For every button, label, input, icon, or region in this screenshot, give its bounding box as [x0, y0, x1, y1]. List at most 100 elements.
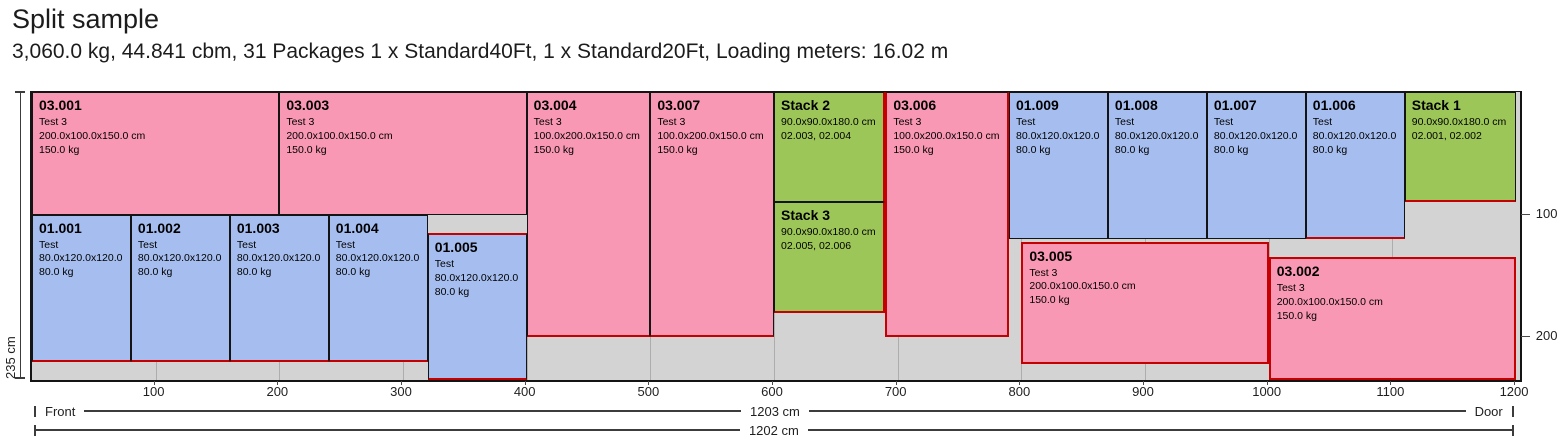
front-label: Front — [45, 403, 76, 419]
x-axis-tick — [401, 380, 402, 385]
box-detail-line: 80.0 kg — [236, 266, 272, 279]
package-box-01.009[interactable]: 01.009 Test 80.0x120.0x120.0 80.0 kg — [1008, 92, 1108, 240]
box-detail-line: 02.005, 02.006 — [781, 240, 852, 253]
box-detail-line: 90.0x90.0x180.0 cm — [781, 226, 876, 239]
package-box-03.005[interactable]: 03.005 Test 3 200.0x100.0x150.0 cm 150.0 kg — [1021, 241, 1269, 365]
box-detail-line: 80.0x120.0x120.0 — [39, 252, 123, 265]
stack-box-stack-3[interactable]: Stack 3 90.0x90.0x180.0 cm 02.005, 02.006 — [774, 202, 886, 313]
box-id-label: 03.002 — [1276, 263, 1320, 280]
package-box-03.002[interactable]: 03.002 Test 3 200.0x100.0x150.0 cm 150.0 kg — [1268, 257, 1517, 380]
x-axis-tick — [895, 380, 897, 385]
container-length-dimension: Front 1203 cm Door — [34, 403, 1514, 419]
dimension-line — [84, 410, 742, 412]
box-id-label: 01.001 — [39, 219, 82, 236]
loaded-length-dimension: 1202 cm — [34, 422, 1514, 438]
package-box-01.004[interactable]: 01.004 Test 80.0x120.0x120.0 80.0 kg — [328, 214, 428, 362]
stack-box-stack-2[interactable]: Stack 2 90.0x90.0x180.0 cm 02.003, 02.004 — [774, 92, 886, 203]
box-detail-line: 80.0x120.0x120.0 — [1213, 129, 1298, 142]
package-box-01.006[interactable]: 01.006 Test 80.0x120.0x120.0 80.0 kg — [1305, 92, 1405, 240]
box-detail-line: 150.0 kg — [1029, 294, 1070, 307]
box-detail-line: Test 3 — [1276, 282, 1305, 295]
dimension-line — [36, 429, 740, 431]
right-axis-tick — [1520, 213, 1530, 215]
package-box-01.002[interactable]: 01.002 Test 80.0x120.0x120.0 80.0 kg — [130, 214, 230, 362]
box-detail-line: 80.0 kg — [335, 266, 371, 279]
container-floor: 03.001 Test 3 200.0x100.0x150.0 cm 150.0 kg… — [30, 91, 1522, 382]
box-id-label: 01.005 — [434, 238, 478, 255]
dimension-cap — [34, 424, 36, 436]
box-detail-line: 80.0 kg — [39, 266, 74, 279]
right-axis-tick-label: 200 — [1535, 328, 1558, 344]
x-axis-tick-label: 800 — [1008, 383, 1031, 399]
box-detail-line: 150.0 kg — [39, 143, 80, 156]
box-detail-line: 80.0x120.0x120.0 — [236, 252, 321, 265]
box-detail-line: 80.0x120.0x120.0 — [434, 271, 519, 284]
right-axis-tick-label: 100 — [1535, 205, 1558, 221]
box-detail-line: Test 3 — [286, 116, 315, 128]
dimension-line — [807, 429, 1512, 431]
box-id-label: Stack 1 — [1411, 97, 1461, 113]
box-id-label: Stack 3 — [781, 207, 831, 224]
package-box-03.007[interactable]: 03.007 Test 3 100.0x200.0x150.0 cm 150.0 kg — [650, 92, 774, 338]
x-axis-tick-label: 1100 — [1376, 383, 1405, 399]
box-detail-line: Test — [137, 238, 158, 251]
package-box-01.005[interactable]: 01.005 Test 80.0x120.0x120.0 80.0 kg — [427, 232, 527, 380]
x-axis-tick — [1266, 380, 1268, 385]
box-detail-line: 100.0x200.0x150.0 cm — [893, 129, 1000, 142]
box-detail-line: 150.0 kg — [657, 143, 698, 156]
package-box-03.004[interactable]: 03.004 Test 3 100.0x200.0x150.0 cm 150.0 kg — [526, 92, 651, 338]
package-box-03.006[interactable]: 03.006 Test 3 100.0x200.0x150.0 cm 150.0 kg — [885, 92, 1009, 338]
container-width-label: 235 cm — [3, 336, 18, 379]
box-detail-line: 200.0x100.0x150.0 cm — [1029, 280, 1136, 293]
box-detail-line: Test 3 — [39, 116, 68, 128]
box-id-label: 01.008 — [1114, 97, 1158, 113]
container-length-label: 1203 cm — [750, 403, 800, 419]
x-axis-tick — [1143, 380, 1145, 385]
box-id-label: 03.006 — [893, 97, 937, 113]
package-box-01.008[interactable]: 01.008 Test 80.0x120.0x120.0 80.0 kg — [1107, 92, 1207, 240]
load-summary: 3,060.0 kg, 44.841 cbm, 31 Packages 1 x … — [12, 40, 949, 63]
box-id-label: 01.002 — [137, 219, 181, 236]
package-box-01.007[interactable]: 01.007 Test 80.0x120.0x120.0 80.0 kg — [1206, 92, 1306, 240]
dimension-cap — [1511, 424, 1514, 436]
box-detail-line: 80.0x120.0x120.0 — [335, 252, 420, 265]
x-axis-tick — [1514, 380, 1516, 385]
box-detail-line: Test 3 — [1029, 266, 1058, 279]
x-axis-tick — [648, 380, 650, 385]
x-axis-tick — [772, 380, 774, 385]
box-detail-line: Test 3 — [657, 116, 686, 128]
box-detail-line: Test — [236, 238, 257, 251]
dimension-line — [808, 410, 1466, 412]
box-detail-line: 02.001, 02.002 — [1411, 129, 1482, 142]
box-detail-line: 200.0x100.0x150.0 cm — [1276, 296, 1383, 309]
x-axis-tick-label: 900 — [1132, 383, 1154, 399]
box-detail-line: Test 3 — [533, 116, 562, 128]
loaded-length-label: 1202 cm — [748, 422, 799, 438]
box-id-label: 03.003 — [286, 97, 330, 113]
box-detail-line: 80.0 kg — [1015, 143, 1051, 156]
box-detail-line: Test — [434, 257, 454, 270]
box-detail-line: Test — [1114, 116, 1135, 128]
x-axis-tick — [153, 380, 155, 385]
box-detail-line: 80.0 kg — [1114, 143, 1150, 156]
box-id-label: 01.009 — [1015, 97, 1059, 113]
box-detail-line: Test — [39, 238, 59, 251]
x-axis-tick-label: 600 — [761, 383, 783, 399]
box-detail-line: 150.0 kg — [533, 143, 574, 156]
box-detail-line: 100.0x200.0x150.0 cm — [657, 129, 764, 142]
x-axis-tick-label: 100 — [142, 383, 165, 399]
box-id-label: 03.004 — [533, 97, 577, 113]
box-detail-line: Test — [1312, 116, 1333, 128]
box-id-label: 03.001 — [39, 97, 82, 113]
package-box-03.003[interactable]: 03.003 Test 3 200.0x100.0x150.0 cm 150.0 kg — [279, 92, 527, 215]
box-detail-line: 150.0 kg — [1276, 310, 1317, 323]
package-box-03.001[interactable]: 03.001 Test 3 200.0x100.0x150.0 cm 150.0 kg — [32, 92, 280, 215]
stack-box-stack-1[interactable]: Stack 1 90.0x90.0x180.0 cm 02.001, 02.002 — [1404, 92, 1517, 203]
box-detail-line: 100.0x200.0x150.0 cm — [533, 129, 640, 142]
package-box-01.003[interactable]: 01.003 Test 80.0x120.0x120.0 80.0 kg — [229, 214, 329, 362]
box-id-label: 01.004 — [335, 219, 379, 236]
width-dimension-line — [19, 91, 21, 379]
package-box-01.001[interactable]: 01.001 Test 80.0x120.0x120.0 80.0 kg — [32, 214, 131, 362]
page-title: Split sample — [12, 4, 160, 34]
